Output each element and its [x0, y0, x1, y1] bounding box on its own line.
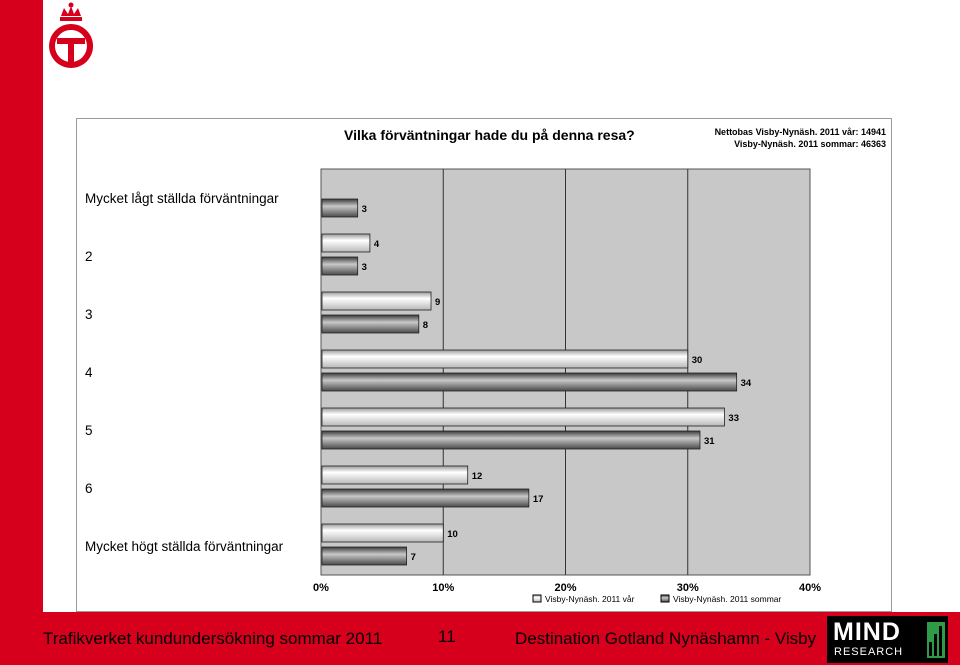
footer-bar: Trafikverket kundundersökning sommar 201…	[0, 612, 960, 665]
bar-value-label: 34	[741, 378, 752, 389]
bar-value-label: 30	[692, 355, 703, 366]
page-number: 11	[438, 627, 456, 646]
bar-series-1	[321, 523, 444, 543]
bar-series-1	[321, 233, 371, 253]
category-label: Mycket högt ställda förväntningar	[85, 539, 284, 554]
x-tick-label: 20%	[554, 582, 576, 594]
bar-graph-icon	[927, 622, 945, 658]
bar-chart: Vilka förväntningar hade du på denna res…	[85, 127, 886, 604]
category-label: 2	[85, 249, 93, 264]
bar-value-label: 31	[704, 436, 715, 447]
bar-series-1	[321, 465, 469, 485]
bar-value-label: 12	[472, 471, 483, 482]
legend-swatch-2	[660, 594, 670, 603]
trafikverket-logo-icon	[49, 2, 94, 68]
bar-series-1	[321, 349, 689, 369]
legend-label-1: Visby-Nynäsh. 2011 vår	[545, 594, 635, 604]
bar-value-label: 8	[423, 320, 428, 331]
bar-value-label: 3	[362, 262, 367, 273]
bar-value-label: 3	[362, 204, 367, 215]
category-label: 3	[85, 307, 93, 322]
mind-logo-text: MIND	[833, 618, 901, 646]
category-label: 5	[85, 423, 93, 438]
bar-value-label: 33	[728, 413, 739, 424]
bar-series-2	[321, 430, 701, 450]
category-label: 6	[85, 481, 93, 496]
footer-route: Destination Gotland Nynäshamn - Visby	[515, 629, 817, 648]
bar-value-label: 10	[447, 529, 458, 540]
bar-series-2	[321, 488, 530, 508]
bar-series-2	[321, 198, 359, 218]
bar-value-label: 7	[411, 552, 416, 563]
base-note-2: Visby-Nynäsh. 2011 sommar: 46363	[734, 139, 886, 149]
x-tick-label: 10%	[432, 582, 454, 594]
research-logo-text: RESEARCH	[834, 646, 904, 658]
bar-series-2	[321, 372, 738, 392]
bar-series-2	[321, 256, 359, 276]
x-tick-label: 40%	[799, 582, 821, 594]
category-label: 4	[85, 365, 93, 380]
x-tick-label: 30%	[677, 582, 699, 594]
bar-value-label: 17	[533, 494, 544, 505]
category-label: Mycket lågt ställda förväntningar	[85, 191, 279, 206]
chart-frame: Vilka förväntningar hade du på denna res…	[76, 118, 892, 612]
footer-survey-title: Trafikverket kundundersökning sommar 201…	[43, 629, 383, 648]
x-tick-label: 0%	[313, 582, 329, 594]
bar-value-label: 4	[374, 239, 380, 250]
base-note-1: Nettobas Visby-Nynäsh. 2011 vår: 14941	[715, 127, 886, 137]
bar-series-2	[321, 314, 420, 334]
bar-value-label: 9	[435, 297, 440, 308]
legend-swatch-1	[532, 594, 542, 603]
bar-series-1	[321, 407, 725, 427]
bar-series-2	[321, 546, 407, 566]
chart-title: Vilka förväntningar hade du på denna res…	[344, 127, 635, 143]
legend-label-2: Visby-Nynäsh. 2011 sommar	[673, 594, 782, 604]
bar-series-1	[321, 291, 432, 311]
left-accent-bar	[0, 0, 43, 665]
mind-research-logo: MIND RESEARCH	[827, 616, 948, 663]
